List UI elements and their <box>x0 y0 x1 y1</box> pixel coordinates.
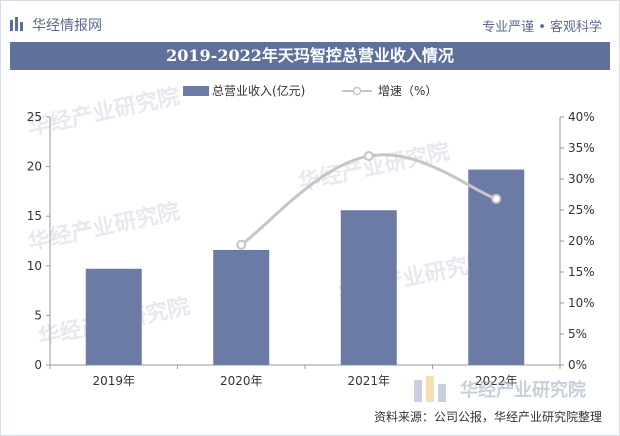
left-tick-label: 10 <box>27 259 42 273</box>
legend-bar-label: 总营业收入(亿元) <box>212 84 306 98</box>
right-tick-label: 35% <box>568 141 595 155</box>
right-tick-label: 15% <box>568 265 595 279</box>
bar-revenue <box>340 210 397 365</box>
growth-point <box>363 151 374 162</box>
x-tick-label: 2021年 <box>347 374 390 388</box>
left-tick-label: 5 <box>34 308 42 322</box>
watermark-text: 华经产业研究院 <box>26 198 182 255</box>
right-tick-label: 30% <box>568 172 595 186</box>
x-tick-label: 2022年 <box>475 374 518 388</box>
right-tick-label: 10% <box>568 296 595 310</box>
bar-revenue <box>85 268 142 365</box>
header: 华经情报网 专业严谨 • 客观科学 <box>10 10 610 36</box>
right-tick-label: 5% <box>568 327 587 341</box>
left-tick-label: 15 <box>27 209 42 223</box>
left-tick-label: 25 <box>27 110 42 124</box>
watermark-logo: 华经产业研究院 <box>412 374 612 404</box>
left-tick-label: 0 <box>34 358 42 372</box>
brand-slogan: 专业严谨 • 客观科学 <box>482 20 602 35</box>
watermark-logo-text: 华经产业研究院 <box>460 380 586 401</box>
legend-line-swatch <box>342 86 372 96</box>
chart-legend: 总营业收入(亿元) 增速（%） <box>0 80 620 100</box>
title-bar: 2019-2022年天玛智控总营业收入情况 <box>10 42 610 70</box>
growth-point <box>236 239 247 250</box>
x-tick-label: 2019年 <box>92 374 135 388</box>
growth-point <box>491 193 502 204</box>
x-tick-label: 2020年 <box>220 374 263 388</box>
watermark-text: 华经产业研究院 <box>296 138 452 195</box>
brand-name: 华经情报网 <box>32 18 102 34</box>
logo-icon <box>10 17 23 31</box>
right-tick-label: 20% <box>568 234 595 248</box>
chart-title: 2019-2022年天玛智控总营业收入情况 <box>166 46 454 65</box>
source-note: 资料来源：公司公报，华经产业研究院整理 <box>373 410 602 424</box>
legend-bar-swatch <box>183 86 209 96</box>
bar-revenue <box>213 249 270 365</box>
right-tick-label: 25% <box>568 203 595 217</box>
right-tick-label: 40% <box>568 110 595 124</box>
right-tick-label: 0% <box>568 358 587 372</box>
legend-line-label: 增速（%） <box>378 84 438 98</box>
watermark-text: 华经产业研究院 <box>26 83 182 140</box>
watermark-logo-icon <box>414 376 446 402</box>
left-tick-label: 20 <box>27 160 42 174</box>
